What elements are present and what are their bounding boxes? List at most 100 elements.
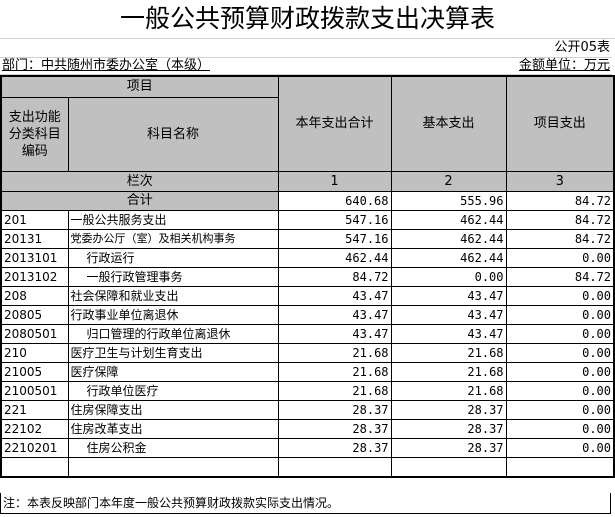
row-name: 行政事业单位离退休 [67, 305, 279, 325]
header-code: 支出功能分类科目编码 [0, 97, 69, 172]
row-code: 201 [0, 210, 69, 230]
column-no-3: 3 [505, 171, 615, 192]
row-total: 28.37 [277, 400, 392, 420]
row-code: 2013101 [0, 248, 69, 268]
row-name: 党委办公厅（室）及相关机构事务 [67, 229, 279, 249]
row-code: 21005 [0, 362, 69, 382]
row-name: 行政运行 [67, 248, 279, 268]
page-title: 一般公共预算财政拨款支出决算表 [0, 0, 615, 39]
total-basic: 555.96 [390, 191, 507, 211]
blank-row [0, 457, 615, 478]
table-row: 208 社会保障和就业支出 43.47 43.47 0.00 [0, 286, 615, 306]
row-basic: 43.47 [390, 324, 507, 344]
row-project: 0.00 [505, 400, 615, 420]
row-name: 住房公积金 [67, 438, 279, 458]
row-name: 医疗卫生与计划生育支出 [67, 343, 279, 363]
row-name: 社会保障和就业支出 [67, 286, 279, 306]
row-total: 462.44 [277, 248, 392, 268]
row-project: 84.72 [505, 267, 615, 287]
row-basic: 462.44 [390, 210, 507, 230]
row-code: 2210201 [0, 438, 69, 458]
meta-row: 部门：中共随州市委办公室（本级） 金额单位：万元 [0, 57, 612, 75]
row-project: 84.72 [505, 210, 615, 230]
row-total: 28.37 [277, 419, 392, 439]
total-project: 84.72 [505, 191, 615, 211]
row-project: 0.00 [505, 305, 615, 325]
row-basic: 0.00 [390, 267, 507, 287]
total-label: 合计 [0, 191, 279, 211]
row-basic: 462.44 [390, 229, 507, 249]
unit-label: 金额单位：万元 [518, 58, 610, 73]
row-basic: 462.44 [390, 248, 507, 268]
table-number-row: 公开05表 [0, 38, 612, 58]
row-basic: 21.68 [390, 381, 507, 401]
table-row: 221 住房保障支出 28.37 28.37 0.00 [0, 400, 615, 420]
row-code: 2013102 [0, 267, 69, 287]
footnote: 注：本表反映部门本年度一般公共预算财政拨款实际支出情况。 [0, 493, 611, 514]
row-total: 43.47 [277, 286, 392, 306]
header-item: 项目 [0, 75, 279, 98]
table-row: 2013101 行政运行 462.44 462.44 0.00 [0, 248, 615, 268]
row-name: 一般公共服务支出 [67, 210, 279, 230]
row-total: 21.68 [277, 343, 392, 363]
row-project: 0.00 [505, 419, 615, 439]
row-code: 20805 [0, 305, 69, 325]
table-row: 201 一般公共服务支出 547.16 462.44 84.72 [0, 210, 615, 230]
table-row: 20805 行政事业单位离退休 43.47 43.47 0.00 [0, 305, 615, 325]
row-code: 2100501 [0, 381, 69, 401]
column-no-1: 1 [277, 171, 392, 192]
row-basic: 28.37 [390, 400, 507, 420]
table-row: 20131 党委办公厅（室）及相关机构事务 547.16 462.44 84.72 [0, 229, 615, 249]
table-row: 22102 住房改革支出 28.37 28.37 0.00 [0, 419, 615, 439]
row-project: 84.72 [505, 229, 615, 249]
row-project: 0.00 [505, 362, 615, 382]
row-project: 0.00 [505, 324, 615, 344]
table-number: 公开05表 [554, 40, 610, 55]
row-code: 210 [0, 343, 69, 363]
table-row: 21005 医疗保障 21.68 21.68 0.00 [0, 362, 615, 382]
department-label: 部门：中共随州市委办公室（本级） [2, 58, 211, 73]
row-basic: 28.37 [390, 419, 507, 439]
row-name: 住房改革支出 [67, 419, 279, 439]
header-name: 科目名称 [67, 97, 279, 172]
table-row: 2100501 行政单位医疗 21.68 21.68 0.00 [0, 381, 615, 401]
header-project: 项目支出 [505, 75, 615, 172]
row-total: 84.72 [277, 267, 392, 287]
blank-cell [505, 457, 615, 478]
row-project: 0.00 [505, 438, 615, 458]
table-row: 2013102 一般行政管理事务 84.72 0.00 84.72 [0, 267, 615, 287]
row-basic: 28.37 [390, 438, 507, 458]
table-row: 2210201 住房公积金 28.37 28.37 0.00 [0, 438, 615, 458]
row-code: 221 [0, 400, 69, 420]
column-no-label: 栏次 [0, 171, 279, 192]
expenditure-table: 项目 本年支出合计 基本支出 项目支出 支出功能分类科目编码 科目名称 栏次 1… [0, 75, 615, 478]
row-basic: 43.47 [390, 305, 507, 325]
row-total: 21.68 [277, 381, 392, 401]
row-name: 一般行政管理事务 [67, 267, 279, 287]
row-name: 住房保障支出 [67, 400, 279, 420]
blank-cell [390, 457, 507, 478]
row-total: 28.37 [277, 438, 392, 458]
table-row: 210 医疗卫生与计划生育支出 21.68 21.68 0.00 [0, 343, 615, 363]
blank-cell [0, 457, 69, 478]
row-code: 208 [0, 286, 69, 306]
row-project: 0.00 [505, 248, 615, 268]
row-project: 0.00 [505, 286, 615, 306]
row-name: 归口管理的行政单位离退休 [67, 324, 279, 344]
row-code: 2080501 [0, 324, 69, 344]
blank-cell [67, 457, 279, 478]
row-total: 43.47 [277, 305, 392, 325]
row-code: 20131 [0, 229, 69, 249]
blank-cell [277, 457, 392, 478]
row-name: 行政单位医疗 [67, 381, 279, 401]
row-total: 21.68 [277, 362, 392, 382]
row-total: 547.16 [277, 210, 392, 230]
column-no-2: 2 [390, 171, 507, 192]
row-basic: 21.68 [390, 362, 507, 382]
header-total: 本年支出合计 [277, 75, 392, 172]
row-project: 0.00 [505, 381, 615, 401]
total-row: 合计 640.68 555.96 84.72 [0, 191, 615, 211]
table-row: 2080501 归口管理的行政单位离退休 43.47 43.47 0.00 [0, 324, 615, 344]
row-basic: 21.68 [390, 343, 507, 363]
row-total: 43.47 [277, 324, 392, 344]
